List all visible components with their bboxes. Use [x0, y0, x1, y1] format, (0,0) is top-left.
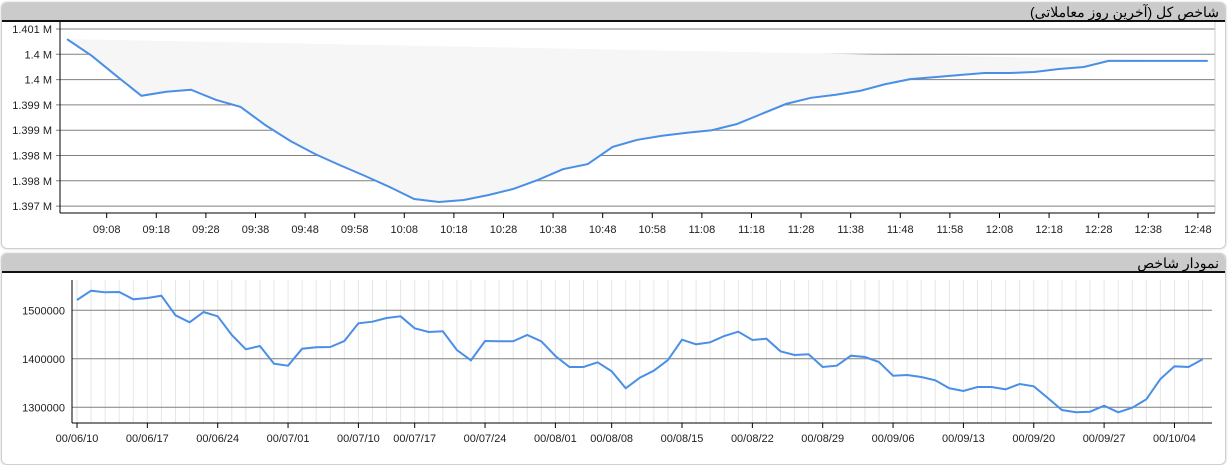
x-tick-label: 00/07/01: [267, 433, 310, 445]
x-tick-label: 11:08: [689, 224, 716, 236]
x-tick-label: 11:38: [837, 224, 864, 236]
y-tick-label: 1.397 M: [12, 201, 52, 213]
x-tick-label: 00/06/10: [56, 433, 99, 445]
x-tick-label: 00/09/20: [1012, 433, 1055, 445]
x-tick-label: 00/06/24: [196, 433, 239, 445]
x-tick-label: 11:18: [738, 224, 765, 236]
x-tick-label: 10:48: [589, 224, 617, 236]
y-tick-label: 1.398 M: [12, 176, 52, 188]
x-tick-label: 00/08/29: [801, 433, 844, 445]
x-tick-label: 10:08: [391, 224, 419, 236]
x-tick-label: 00/07/17: [393, 433, 436, 445]
x-tick-label: 00/08/08: [590, 433, 633, 445]
x-tick-label: 00/08/15: [661, 433, 704, 445]
x-tick-label: 09:28: [192, 224, 220, 236]
x-tick-label: 12:08: [986, 224, 1014, 236]
x-tick-label: 12:28: [1085, 224, 1113, 236]
y-tick-label: 1.4 M: [24, 75, 52, 87]
x-tick-label: 10:28: [490, 224, 518, 236]
area-fill: [67, 39, 1208, 202]
x-tick-label: 00/07/24: [464, 433, 507, 445]
x-tick-label: 00/07/10: [337, 433, 380, 445]
x-tick-label: 00/08/22: [731, 433, 774, 445]
x-tick-label: 09:58: [341, 224, 369, 236]
x-tick-label: 12:38: [1135, 224, 1163, 236]
x-tick-label: 09:38: [242, 224, 270, 236]
x-tick-label: 11:58: [937, 224, 964, 236]
x-tick-label: 09:48: [291, 224, 319, 236]
y-tick-label: 1300000: [22, 402, 65, 414]
x-tick-label: 00/09/27: [1083, 433, 1126, 445]
y-tick-label: 1.401 M: [12, 24, 52, 36]
x-tick-label: 00/08/01: [534, 433, 577, 445]
x-tick-label: 09:08: [93, 224, 121, 236]
y-tick-label: 1500000: [22, 305, 65, 317]
x-tick-label: 00/09/06: [872, 433, 915, 445]
x-tick-label: 10:18: [440, 224, 468, 236]
x-tick-label: 00/09/13: [942, 433, 985, 445]
x-tick-label: 12:18: [1035, 224, 1063, 236]
y-tick-label: 1.399 M: [12, 100, 52, 112]
x-tick-label: 11:28: [788, 224, 815, 236]
x-tick-label: 09:18: [143, 224, 171, 236]
y-tick-label: 1.4 M: [24, 49, 52, 61]
x-tick-label: 10:38: [539, 224, 567, 236]
x-tick-label: 00/06/17: [126, 433, 169, 445]
x-tick-label: 10:58: [639, 224, 667, 236]
y-tick-label: 1.399 M: [12, 125, 52, 137]
x-tick-label: 12:48: [1184, 224, 1212, 236]
x-tick-label: 11:48: [887, 224, 914, 236]
y-tick-label: 1400000: [22, 354, 65, 366]
y-tick-label: 1.398 M: [12, 151, 52, 163]
x-tick-label: 00/10/04: [1153, 433, 1196, 445]
